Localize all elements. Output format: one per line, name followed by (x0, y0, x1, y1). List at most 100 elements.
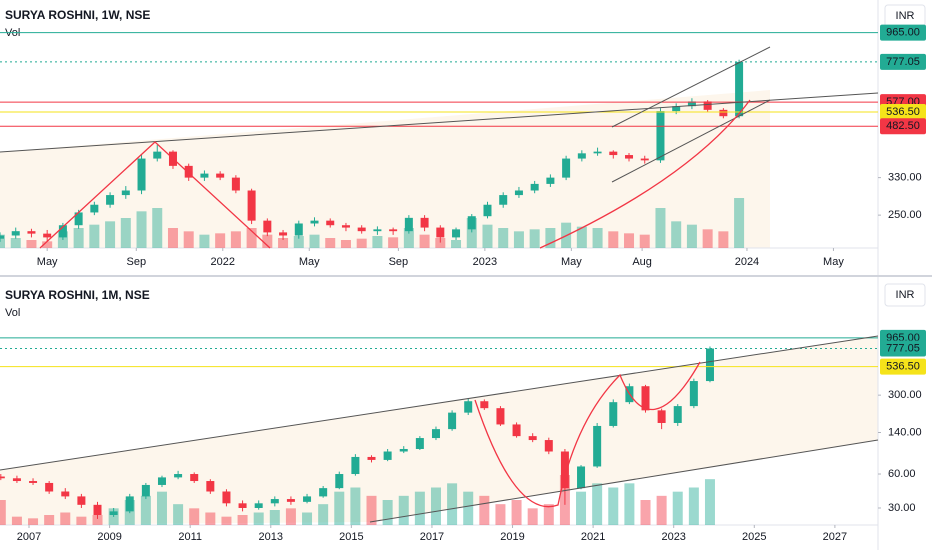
candle-body (319, 488, 328, 497)
volume-bar (28, 518, 39, 525)
volume-bar (672, 491, 683, 525)
candle-body (61, 491, 70, 497)
volume-bar (414, 491, 425, 525)
candle-body (254, 503, 263, 508)
volume-bar (26, 240, 37, 248)
volume-bar (463, 491, 474, 525)
candle-body (373, 229, 382, 232)
x-tick-label: 2024 (735, 256, 759, 268)
volume-bar (152, 208, 163, 248)
x-tick-label: May (823, 256, 844, 268)
candle-body (90, 204, 99, 213)
candle-body (279, 232, 288, 236)
volume-bar (89, 224, 100, 248)
volume-bar (350, 487, 361, 525)
candle-body (593, 425, 602, 467)
candle-body (231, 177, 240, 191)
candle-body (415, 438, 424, 449)
volume-bar (498, 228, 509, 248)
x-tick-label: 2023 (473, 256, 497, 268)
candle-body (286, 499, 295, 502)
candle-body (153, 151, 162, 159)
volume-bar (527, 508, 538, 525)
x-tick-label: 2025 (742, 531, 766, 543)
candle-body (480, 401, 489, 409)
candle-body (174, 474, 183, 478)
volume-bar (608, 487, 619, 525)
volume-bar (718, 231, 729, 248)
volume-bar (545, 228, 556, 248)
volume-bar (655, 208, 666, 248)
candle-body (184, 165, 193, 178)
candle-body (436, 227, 445, 238)
price-badge-label: 482.50 (886, 120, 920, 132)
volume-bar (173, 504, 184, 525)
candle-body (222, 491, 231, 504)
volume-bar (253, 512, 264, 525)
candle-body (672, 106, 681, 112)
candle-body (310, 220, 319, 224)
volume-bar (199, 234, 210, 248)
volume-bar (656, 495, 667, 525)
volume-bar (42, 241, 53, 248)
volume-bar (543, 504, 554, 525)
trend-drawing (539, 99, 751, 249)
x-tick-label: May (561, 256, 582, 268)
candle-body (141, 484, 150, 497)
volume-bar (430, 487, 441, 525)
candle-body (609, 402, 618, 426)
candle-body (0, 235, 4, 239)
volume-bar (60, 512, 71, 525)
volume-bar (140, 495, 151, 525)
volume-bar (0, 234, 5, 248)
volume-bar (403, 228, 414, 248)
y-tick-label: 30.00 (888, 502, 916, 514)
candle-body (326, 220, 335, 226)
volume-bar (372, 236, 383, 248)
candle-body (106, 195, 115, 205)
candle-body (499, 195, 508, 205)
price-badge (880, 53, 926, 70)
candle-body (420, 217, 429, 228)
volume-bar (325, 238, 336, 248)
price-badge-label: 536.50 (886, 361, 920, 373)
volume-bar (447, 483, 458, 525)
volume-bar (221, 516, 232, 525)
currency-box[interactable] (884, 283, 926, 307)
volume-bar (246, 228, 257, 248)
x-tick-label: 2021 (581, 531, 605, 543)
volume-bar (366, 495, 377, 525)
volume-bar (92, 515, 103, 525)
candle-body (270, 499, 279, 504)
volume-bar (511, 500, 522, 525)
y-tick-label: 60.00 (888, 468, 916, 480)
candle-body (383, 451, 392, 460)
trend-drawing (474, 361, 701, 508)
volume-bar (167, 228, 178, 248)
volume-bar (262, 234, 273, 248)
y-tick-label: 250.00 (888, 209, 922, 221)
y-tick-label: 140.00 (888, 426, 922, 438)
volume-bar (269, 510, 280, 525)
price-badge (880, 103, 926, 120)
volume-bar (215, 233, 226, 248)
candle-body (673, 406, 682, 423)
trend-drawing (0, 335, 879, 471)
volume-bar (382, 500, 393, 525)
candle-body (687, 101, 696, 107)
volume-bar (44, 515, 55, 525)
candle-body (157, 477, 166, 485)
trend-drawing (611, 46, 771, 128)
candle-body (45, 482, 54, 492)
candle-body (200, 173, 209, 178)
candle-body (719, 109, 728, 117)
volume-bar (702, 229, 713, 248)
candle-body (351, 456, 360, 475)
candle-body (43, 233, 52, 238)
candle-body (496, 408, 505, 425)
volume-bar (156, 491, 167, 525)
volume-bar (419, 234, 430, 248)
volume-bar (592, 228, 603, 248)
candle-body (357, 227, 366, 232)
